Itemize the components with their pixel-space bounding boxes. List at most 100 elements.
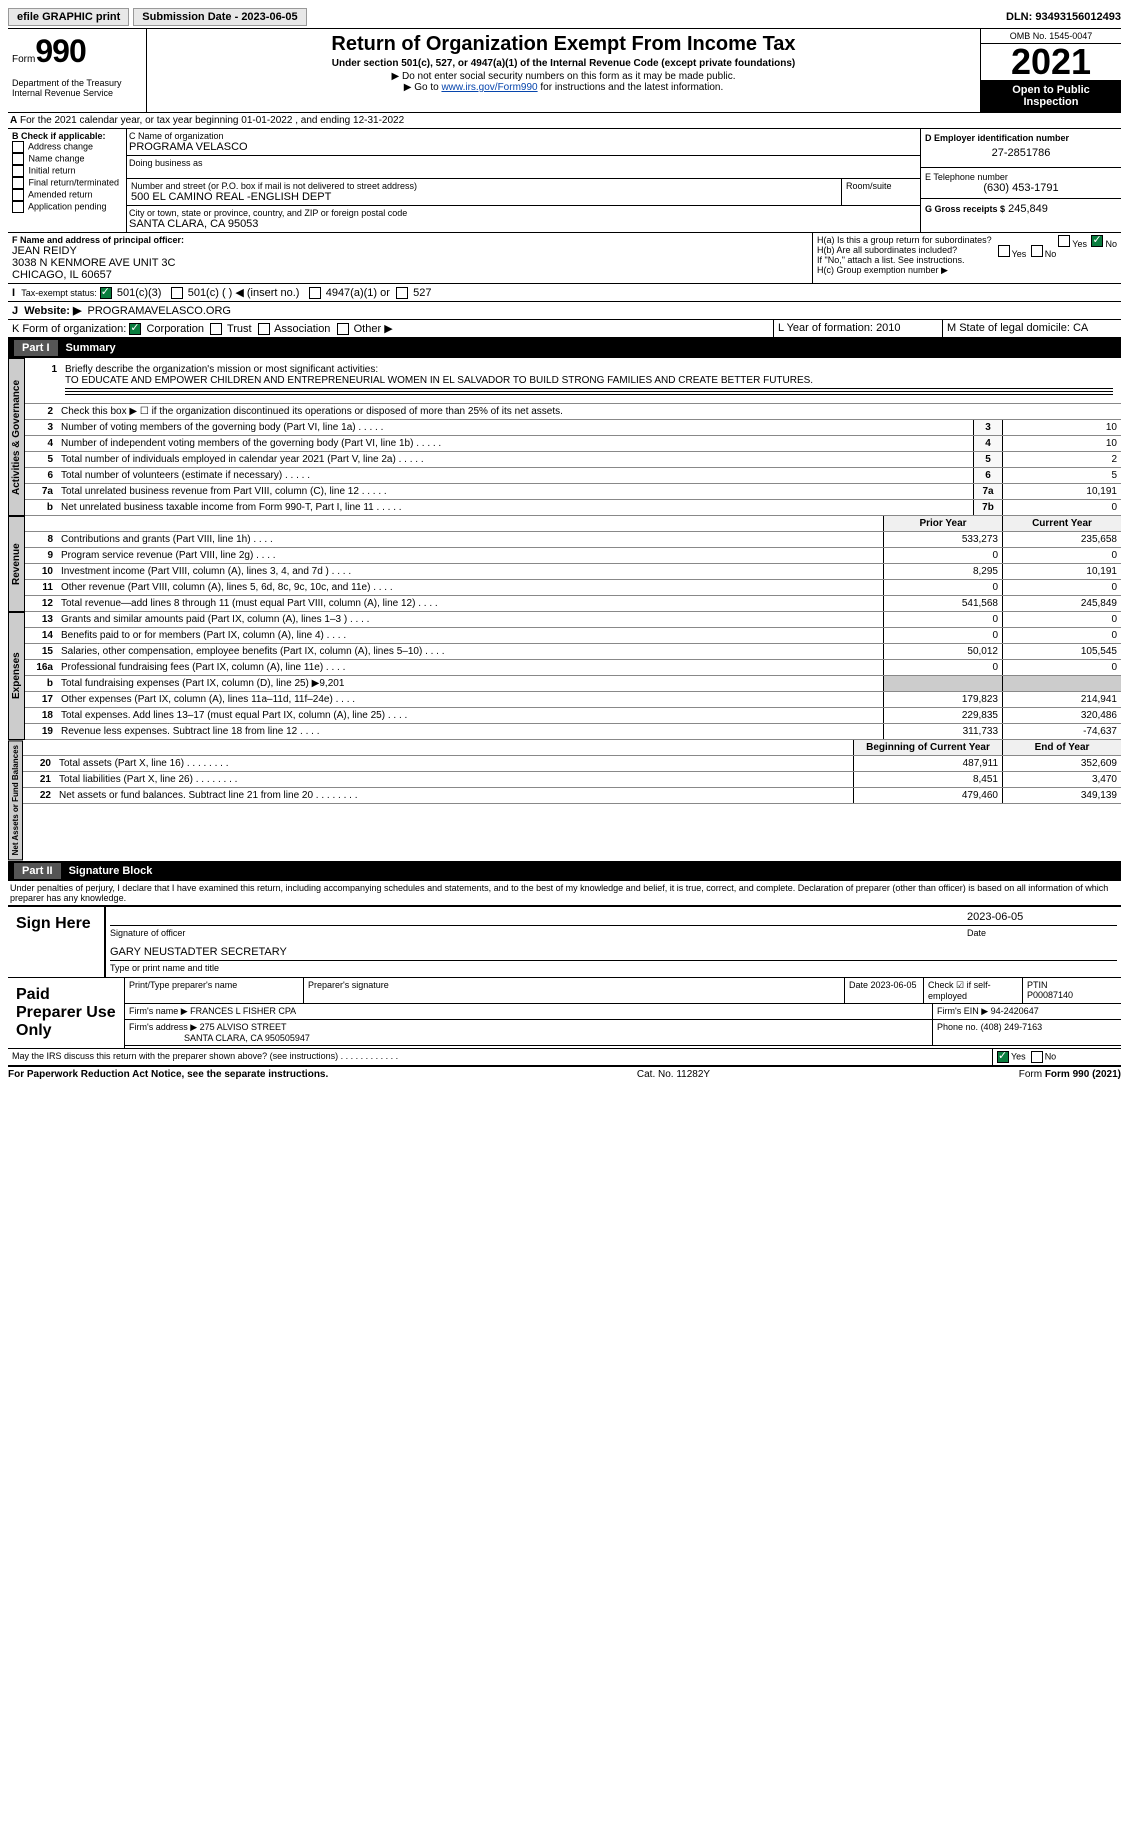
- sign-here-label: Sign Here: [8, 907, 104, 977]
- open-inspection: Open to Public Inspection: [981, 80, 1121, 112]
- checkbox-amended-return[interactable]: [12, 189, 24, 201]
- section-j-label: Website: ▶: [24, 305, 81, 317]
- col-prior: Prior Year: [883, 516, 1002, 531]
- corp-label: Corporation: [146, 323, 203, 335]
- part2-num: Part II: [14, 863, 61, 879]
- section-c-label: C Name of organization: [129, 131, 918, 141]
- prep-date: Date 2023-06-05: [845, 978, 924, 1003]
- cat-no: Cat. No. 11282Y: [637, 1069, 710, 1080]
- prep-sig-label: Preparer's signature: [304, 978, 845, 1003]
- 501c3-label: 501(c)(3): [117, 287, 162, 299]
- part2-header: Part II Signature Block: [8, 861, 1121, 881]
- firm-name-label: Firm's name ▶: [129, 1006, 188, 1016]
- note-ssn: ▶ Do not enter social security numbers o…: [151, 71, 976, 82]
- officer-name: JEAN REIDY: [12, 245, 808, 257]
- line2: Check this box ▶ ☐ if the organization d…: [57, 404, 1121, 419]
- check-assoc[interactable]: [258, 323, 270, 335]
- state-domicile: CA: [1073, 322, 1088, 334]
- tax-year-range: For the 2021 calendar year, or tax year …: [20, 115, 404, 126]
- tab-revenue: Revenue: [8, 516, 25, 612]
- ha-no[interactable]: [1091, 235, 1103, 247]
- dept-treasury: Department of the Treasury Internal Reve…: [12, 78, 142, 98]
- firm-addr-label: Firm's address ▶: [129, 1022, 197, 1032]
- checkbox-final-return-terminated[interactable]: [12, 177, 24, 189]
- col-current: Current Year: [1002, 516, 1121, 531]
- check-trust[interactable]: [210, 323, 222, 335]
- form-header: Form990 Department of the Treasury Inter…: [8, 28, 1121, 113]
- form-number: 990: [35, 33, 85, 69]
- part1-header: Part I Summary: [8, 338, 1121, 358]
- form-ref-text: Form 990 (2021): [1045, 1069, 1121, 1080]
- assoc-label: Association: [274, 323, 330, 335]
- dln: DLN: 93493156012493: [1006, 11, 1121, 23]
- phone: (630) 453-1791: [925, 182, 1117, 194]
- org-name: PROGRAMA VELASCO: [129, 141, 918, 153]
- hb-note: If "No," attach a list. See instructions…: [817, 255, 1117, 265]
- ein: 27-2851786: [925, 143, 1117, 163]
- checkbox-initial-return[interactable]: [12, 165, 24, 177]
- section-f-label: F Name and address of principal officer:: [12, 235, 184, 245]
- ptin-label: PTIN: [1027, 980, 1048, 990]
- tax-year: 2021: [981, 44, 1121, 80]
- check-4947[interactable]: [309, 287, 321, 299]
- ha-label: H(a) Is this a group return for subordin…: [817, 235, 992, 245]
- mission-text: TO EDUCATE AND EMPOWER CHILDREN AND ENTR…: [65, 375, 813, 386]
- check-other[interactable]: [337, 323, 349, 335]
- check-501c[interactable]: [171, 287, 183, 299]
- gross-receipts: 245,849: [1008, 203, 1048, 215]
- note-goto-post: for instructions and the latest informat…: [538, 82, 724, 93]
- section-i-label: Tax-exempt status:: [21, 288, 97, 298]
- checkbox-address-change[interactable]: [12, 141, 24, 153]
- firm-ein: 94-2420647: [991, 1006, 1039, 1016]
- ptin: P00087140: [1027, 990, 1073, 1000]
- section-d-label: D Employer identification number: [925, 133, 1117, 143]
- addr-label: Number and street (or P.O. box if mail i…: [131, 181, 837, 191]
- tab-expenses: Expenses: [8, 612, 25, 740]
- section-m-label: M State of legal domicile:: [947, 322, 1070, 334]
- form-subtitle: Under section 501(c), 527, or 4947(a)(1)…: [151, 58, 976, 69]
- website: PROGRAMAVELASCO.ORG: [88, 305, 231, 317]
- check-501c3[interactable]: [100, 287, 112, 299]
- check-corp[interactable]: [129, 323, 141, 335]
- ha-yes[interactable]: [1058, 235, 1070, 247]
- discuss-yes[interactable]: [997, 1051, 1009, 1063]
- firm-city: SANTA CLARA, CA 950505947: [184, 1033, 310, 1043]
- declaration: Under penalties of perjury, I declare th…: [8, 881, 1121, 905]
- section-a: A For the 2021 calendar year, or tax yea…: [8, 113, 1121, 129]
- date-label: Date: [967, 928, 1117, 938]
- org-address: 500 EL CAMINO REAL -ENGLISH DEPT: [131, 191, 837, 203]
- dba-label: Doing business as: [129, 158, 918, 168]
- form-title: Return of Organization Exempt From Incom…: [151, 33, 976, 56]
- firm-ein-label: Firm's EIN ▶: [937, 1006, 988, 1016]
- section-b-label: B Check if applicable:: [12, 131, 122, 141]
- hb-no[interactable]: [1031, 245, 1043, 257]
- discuss-no[interactable]: [1031, 1051, 1043, 1063]
- prep-name-label: Print/Type preparer's name: [125, 978, 304, 1003]
- 501c-label: 501(c) ( ) ◀ (insert no.): [188, 287, 300, 299]
- firm-phone: (408) 249-7163: [981, 1022, 1043, 1032]
- note-goto-pre: ▶ Go to: [404, 82, 442, 93]
- check-527[interactable]: [396, 287, 408, 299]
- 527-label: 527: [413, 287, 431, 299]
- tab-governance: Activities & Governance: [8, 358, 25, 516]
- efile-button[interactable]: efile GRAPHIC print: [8, 8, 129, 26]
- irs-link[interactable]: www.irs.gov/Form990: [441, 82, 537, 93]
- part1-num: Part I: [14, 340, 58, 356]
- checkbox-application-pending[interactable]: [12, 201, 24, 213]
- section-l-label: L Year of formation:: [778, 322, 873, 334]
- form-ref: Form Form 990 (2021): [1019, 1069, 1121, 1080]
- form-label: Form: [12, 54, 35, 65]
- sig-date: 2023-06-05: [967, 911, 1117, 923]
- phone-label: Phone no.: [937, 1022, 978, 1032]
- year-formation: 2010: [876, 322, 900, 334]
- hb-yes[interactable]: [998, 245, 1010, 257]
- topbar: efile GRAPHIC print Submission Date - 20…: [8, 8, 1121, 26]
- type-name-label: Type or print name and title: [110, 963, 1117, 973]
- col-end: End of Year: [1002, 740, 1121, 755]
- checkbox-name-change[interactable]: [12, 153, 24, 165]
- col-begin: Beginning of Current Year: [853, 740, 1002, 755]
- room-label: Room/suite: [846, 181, 916, 191]
- section-k-label: K Form of organization:: [12, 323, 126, 335]
- officer-printed: GARY NEUSTADTER SECRETARY: [110, 946, 1117, 958]
- tab-net-assets: Net Assets or Fund Balances: [8, 740, 23, 860]
